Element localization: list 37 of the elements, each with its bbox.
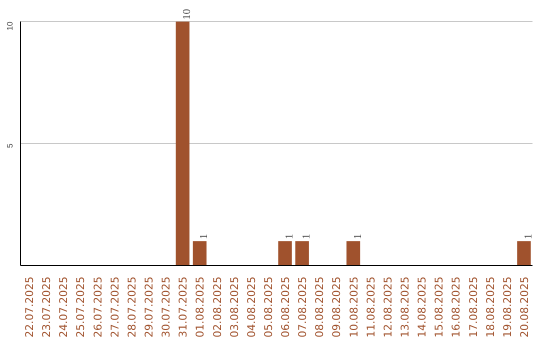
x-tick-label: 26.07.2025 bbox=[91, 276, 104, 338]
x-tick-label: 17.08.2025 bbox=[466, 276, 480, 338]
data-label: 1 bbox=[302, 234, 313, 240]
x-tick-label: 12.08.2025 bbox=[381, 276, 394, 338]
x-tick-label: 27.07.2025 bbox=[108, 276, 122, 338]
x-tick-label: 06.08.2025 bbox=[279, 276, 292, 338]
x-tick-label: 02.08.2025 bbox=[210, 276, 224, 338]
x-tick-label: 07.08.2025 bbox=[296, 276, 310, 338]
x-tick-label: 03.08.2025 bbox=[228, 276, 241, 338]
x-tick-label: 16.08.2025 bbox=[450, 276, 463, 338]
data-label: 1 bbox=[199, 234, 210, 240]
x-tick-label: 08.08.2025 bbox=[313, 276, 326, 338]
x-tick-label: 11.08.2025 bbox=[364, 276, 378, 338]
x-tick-label: 14.08.2025 bbox=[416, 276, 429, 338]
x-tick-label: 18.08.2025 bbox=[484, 276, 497, 338]
data-label: 1 bbox=[284, 234, 296, 240]
x-tick-label: 24.07.2025 bbox=[57, 276, 70, 338]
x-tick-label: 22.07.2025 bbox=[23, 276, 36, 338]
x-tick-label: 23.07.2025 bbox=[40, 276, 54, 338]
x-tick-label: 31.07.2025 bbox=[176, 276, 190, 338]
x-tick-label: 28.07.2025 bbox=[125, 276, 138, 338]
x-tick-label: 30.07.2025 bbox=[160, 276, 173, 338]
x-tick-label: 29.07.2025 bbox=[142, 276, 156, 338]
x-tick-label: 19.08.2025 bbox=[500, 276, 514, 338]
data-label: 10 bbox=[182, 8, 194, 20]
x-tick-label: 05.08.2025 bbox=[262, 276, 275, 338]
x-tick-label: 20.08.2025 bbox=[518, 276, 531, 338]
x-tick-label: 10.08.2025 bbox=[347, 276, 360, 338]
data-label: 1 bbox=[352, 234, 364, 240]
x-tick-label: 01.08.2025 bbox=[194, 276, 207, 338]
x-tick-label: 15.08.2025 bbox=[432, 276, 446, 338]
x-tick-label: 09.08.2025 bbox=[330, 276, 344, 338]
data-label: 1 bbox=[523, 234, 534, 240]
x-tick-label: 25.07.2025 bbox=[74, 276, 88, 338]
x-tick-label: 13.08.2025 bbox=[398, 276, 412, 338]
y-tick-label: 5 bbox=[6, 142, 14, 148]
x-tick-label: 04.08.2025 bbox=[244, 276, 258, 338]
